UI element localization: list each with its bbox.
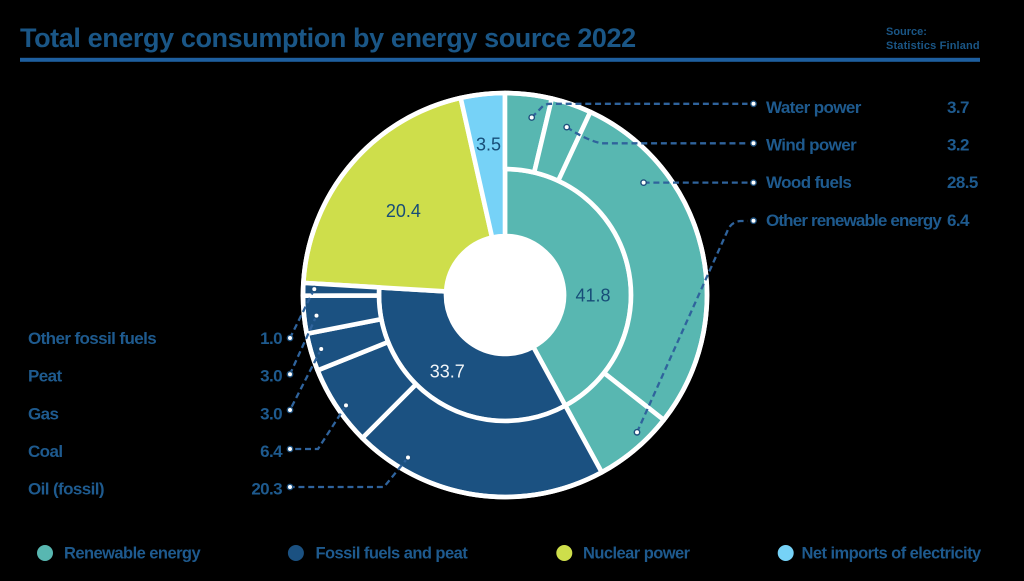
- svg-text:Wind power: Wind power: [766, 135, 857, 154]
- svg-text:Gas: Gas: [28, 405, 58, 424]
- svg-text:Source:: Source:: [886, 26, 927, 38]
- svg-text:Peat: Peat: [28, 367, 62, 386]
- svg-text:3.0: 3.0: [260, 367, 282, 386]
- svg-text:Net imports of electricity: Net imports of electricity: [802, 545, 983, 563]
- svg-text:6.4: 6.4: [947, 211, 970, 230]
- svg-text:Total energy consumption by en: Total energy consumption by energy sourc…: [20, 23, 636, 53]
- svg-text:6.4: 6.4: [260, 442, 283, 461]
- svg-text:3.0: 3.0: [260, 405, 282, 424]
- svg-text:Wood fuels: Wood fuels: [766, 173, 851, 192]
- svg-text:3.5: 3.5: [476, 135, 501, 155]
- svg-text:1.0: 1.0: [260, 329, 282, 348]
- svg-text:20.3: 20.3: [251, 480, 282, 499]
- svg-text:20.4: 20.4: [386, 201, 421, 221]
- svg-text:33.7: 33.7: [430, 362, 465, 382]
- svg-text:Nuclear power: Nuclear power: [583, 545, 691, 563]
- svg-text:Fossil fuels and peat: Fossil fuels and peat: [316, 545, 469, 563]
- svg-text:3.2: 3.2: [947, 135, 969, 154]
- svg-text:Water power: Water power: [766, 98, 862, 117]
- svg-text:Coal: Coal: [28, 442, 62, 461]
- svg-text:Renewable energy: Renewable energy: [64, 545, 201, 563]
- svg-text:Other renewable energy: Other renewable energy: [766, 211, 942, 230]
- svg-text:Oil (fossil): Oil (fossil): [28, 480, 104, 499]
- svg-text:Other fossil fuels: Other fossil fuels: [28, 329, 156, 348]
- svg-text:41.8: 41.8: [575, 285, 610, 305]
- svg-text:Statistics Finland: Statistics Finland: [886, 40, 980, 52]
- svg-text:3.7: 3.7: [947, 98, 969, 117]
- svg-text:28.5: 28.5: [947, 173, 978, 192]
